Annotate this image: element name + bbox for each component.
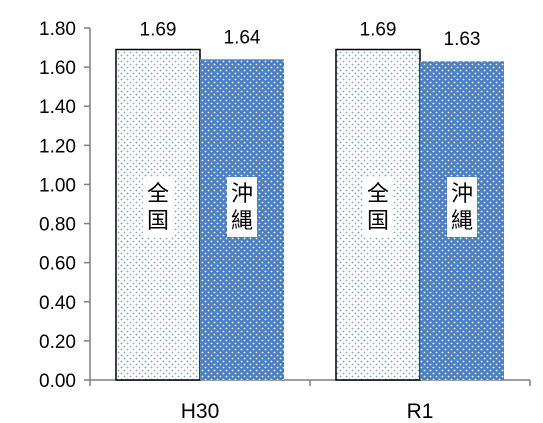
bar-label-box <box>447 177 477 237</box>
y-tick-label: 1.00 <box>39 175 76 196</box>
y-tick-label: 1.40 <box>39 97 76 118</box>
y-tick-label: 0.00 <box>39 371 76 392</box>
data-label: 1.63 <box>444 29 481 50</box>
bar-series-label: 沖 <box>231 182 253 207</box>
bar-series-label: 沖 <box>451 182 473 207</box>
data-label: 1.69 <box>360 20 397 41</box>
bar-series-label: 縄 <box>231 209 253 234</box>
bar-series-label: 国 <box>367 209 389 234</box>
y-tick-label: 0.60 <box>39 254 76 275</box>
x-category-label: R1 <box>407 400 434 423</box>
bars <box>115 48 504 381</box>
y-tick-label: 1.60 <box>39 58 76 79</box>
y-tick-label: 0.80 <box>39 215 76 236</box>
data-label: 1.64 <box>224 27 261 48</box>
bar-series-label: 全 <box>367 182 389 207</box>
axes: 0.00 0.20 0.40 0.60 0.80 1.00 1.20 1.40 1.60 1.80 <box>39 19 531 392</box>
y-tick-label: 0.40 <box>39 293 76 314</box>
y-tick-label: 1.20 <box>39 136 76 157</box>
y-tick-label: 1.80 <box>39 19 76 40</box>
bar-label-box <box>143 177 173 237</box>
data-label: 1.69 <box>140 20 177 41</box>
bar-label-box <box>227 177 257 237</box>
bar-label-box <box>363 177 393 237</box>
bar-series-label: 国 <box>147 209 169 234</box>
x-category-label: H30 <box>181 400 220 423</box>
y-tick-label: 0.20 <box>39 332 76 353</box>
bar-series-label: 全 <box>147 182 169 207</box>
bar-series-label: 縄 <box>451 209 473 234</box>
